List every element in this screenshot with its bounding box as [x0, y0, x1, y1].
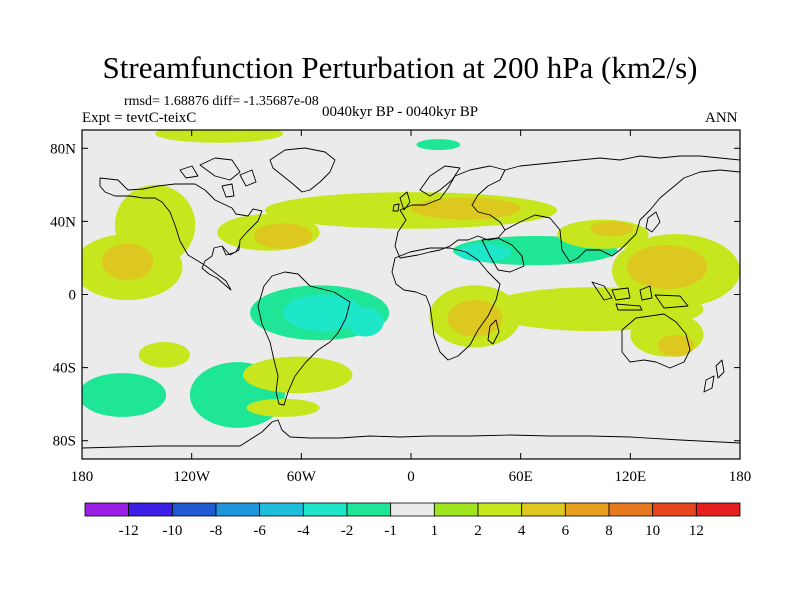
colorbar-label: -6	[253, 523, 266, 539]
anomaly-region	[692, 203, 740, 240]
anomaly-region	[102, 243, 154, 280]
colorbar-swatch	[390, 502, 435, 517]
coast-new-zealand	[703, 359, 725, 393]
lat-tick-label: 40N	[50, 214, 76, 230]
coast-japan	[645, 211, 661, 233]
colorbar-label: 12	[689, 523, 704, 539]
anomaly-region	[246, 398, 320, 417]
lon-tick-label: 120E	[614, 469, 646, 485]
stats-text: rmsd= 1.68876 diff= -1.35687e-08	[124, 94, 319, 109]
lat-tick-label: 0	[69, 288, 77, 304]
anomaly-region	[703, 365, 740, 425]
colorbar-label: 8	[605, 523, 613, 539]
anomaly-region	[456, 243, 512, 262]
colorbar-swatch	[477, 502, 523, 517]
colorbar-label: -12	[119, 523, 139, 539]
colorbar-label: 2	[474, 523, 482, 539]
anomaly-region	[138, 342, 190, 368]
colorbar-swatch	[521, 502, 566, 517]
anomaly-region	[657, 334, 695, 357]
colorbar-swatch	[433, 502, 479, 517]
anomaly-region	[626, 245, 708, 289]
colorbar-label: -2	[341, 523, 354, 539]
coast-arabia	[481, 237, 525, 273]
lat-axis: 80N 40N 0 40S 80S	[50, 141, 740, 450]
anomaly-region	[347, 307, 384, 337]
colorbar-swatch	[171, 502, 217, 517]
anomaly-region	[416, 139, 461, 151]
experiment-label: Expt = tevtC-teixC	[82, 110, 197, 126]
season-label: ANN	[705, 110, 738, 126]
colorbar-swatch	[608, 502, 654, 517]
anomaly-region	[447, 300, 503, 337]
anomaly-region	[411, 365, 521, 388]
colorbar-swatch	[695, 502, 741, 517]
lat-tick-label: 40S	[53, 361, 76, 377]
colorbar-swatch	[84, 502, 130, 517]
colorbar-swatch	[564, 502, 610, 517]
anomaly-region	[590, 221, 634, 236]
coast-asia	[504, 155, 740, 263]
coast-madagascar	[487, 319, 500, 345]
figure-title: Streamfunction Perturbation at 200 hPa (…	[102, 50, 698, 85]
anomaly-region	[411, 197, 521, 220]
anomaly-region	[155, 130, 284, 143]
colorbar-label: 10	[645, 523, 660, 539]
colorbar-swatch	[302, 502, 348, 517]
colorbar-label: 6	[562, 523, 570, 539]
colorbar-label: -10	[162, 523, 182, 539]
colorbar-swatch	[259, 502, 304, 517]
coast-europe	[394, 165, 506, 259]
coast-south-america	[257, 271, 351, 406]
colorbar: -12 -10 -8 -6 -4 -2 -1 1 2 4 6 8 10 12	[84, 502, 741, 539]
period-label: 0040kyr BP - 0040kyr BP	[322, 104, 479, 120]
colorbar-swatch	[346, 502, 392, 517]
coast-north-america	[99, 177, 263, 291]
colorbar-swatch	[652, 502, 697, 517]
colorbar-swatch	[128, 502, 173, 517]
coast-greenland	[269, 147, 336, 193]
lon-tick-label: 60E	[509, 469, 533, 485]
coastlines	[82, 147, 740, 449]
coast-indonesia	[591, 281, 689, 311]
colorbar-label: 1	[431, 523, 439, 539]
anomaly-region	[253, 223, 313, 249]
lon-tick-label: 120W	[173, 469, 211, 485]
coast-scandinavia	[419, 165, 461, 197]
anomaly-field	[82, 130, 740, 428]
colorbar-swatch	[215, 502, 261, 517]
colorbar-label: -1	[384, 523, 397, 539]
coast-africa	[391, 247, 501, 361]
colorbar-label: -8	[210, 523, 223, 539]
lat-tick-label: 80N	[50, 141, 76, 157]
lon-axis: 180 120W 60W 0 60E 120E 180	[71, 130, 752, 485]
coast-gulf	[221, 243, 241, 256]
map-plot: 180 120W 60W 0 60E 120E 180 80N 40N 0 40S 80S	[50, 129, 752, 485]
anomaly-region	[82, 373, 167, 417]
coast-australia	[621, 313, 691, 369]
lon-tick-label: 0	[407, 469, 415, 485]
anomaly-region	[502, 146, 594, 169]
lon-tick-label: 60W	[287, 469, 317, 485]
lon-tick-label: 180	[71, 469, 94, 485]
anomaly-region	[295, 152, 326, 182]
coast-british-isles	[392, 191, 411, 212]
lon-tick-label: 180	[729, 469, 752, 485]
colorbar-label: -4	[297, 523, 310, 539]
colorbar-label: 4	[518, 523, 526, 539]
lat-tick-label: 80S	[53, 434, 76, 450]
anomaly-region	[242, 356, 353, 394]
coast-arctic-islands	[179, 157, 257, 198]
coast-antarctica	[82, 419, 740, 449]
